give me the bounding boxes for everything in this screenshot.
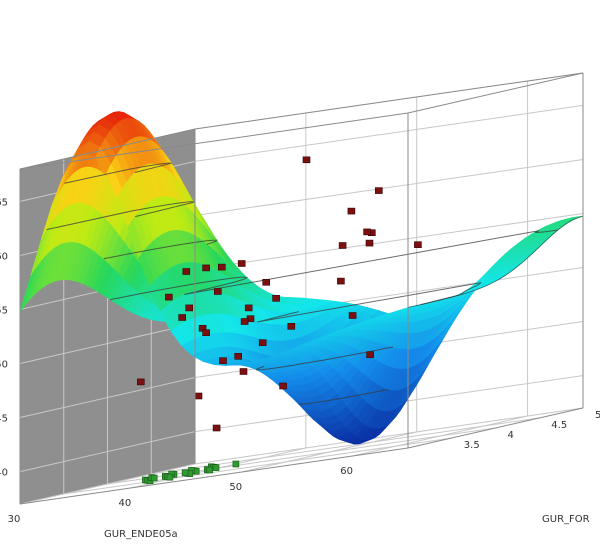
projected-point [232, 460, 240, 468]
y-tick-label: 5 [595, 410, 600, 421]
box-edge [407, 407, 584, 449]
wall-grid-z [19, 431, 196, 473]
observed-point [219, 357, 227, 365]
chart-frame [19, 72, 584, 505]
observed-point [239, 368, 248, 375]
box-edge [19, 112, 409, 170]
observed-point [348, 312, 357, 319]
observed-point [202, 329, 210, 337]
observed-point [262, 278, 271, 286]
wall-grid-z [19, 377, 196, 419]
observed-point [214, 288, 222, 295]
observed-point [363, 228, 371, 236]
x-tick-label: 60 [340, 466, 353, 477]
contour-line [64, 162, 172, 184]
observed-point [279, 382, 287, 390]
observed-point [374, 187, 383, 194]
observed-point [202, 264, 210, 272]
wall-grid-z [194, 158, 584, 216]
observed-point [414, 241, 422, 248]
box-edge [407, 72, 584, 114]
projected-point [150, 474, 158, 482]
observed-point [338, 242, 347, 249]
y-tick-label: 4 [508, 430, 514, 441]
contour-line [257, 282, 482, 323]
wall-grid-z [19, 323, 196, 365]
observed-point [337, 277, 345, 285]
wall-grid-z [194, 104, 584, 162]
observed-point [237, 260, 246, 267]
contour-line [298, 388, 389, 405]
box-edge [19, 447, 409, 505]
observed-point [185, 304, 193, 312]
z-tick-label: 45 [0, 414, 8, 425]
observed-point [365, 239, 374, 247]
observed-point [347, 207, 356, 215]
z-tick-label: 65 [0, 197, 8, 208]
observed-point [258, 339, 267, 347]
wall-grid-z [194, 212, 584, 270]
floor-grid-y [63, 437, 452, 495]
observed-point [366, 351, 374, 359]
z-tick-label: 40 [0, 468, 8, 479]
observed-point [212, 424, 221, 432]
observed-point [302, 156, 311, 164]
z-tick-label: 60 [0, 252, 8, 263]
z-tick-label: 50 [0, 360, 8, 371]
x-tick-label: 50 [229, 482, 242, 493]
x-axis-title: GUR_ENDE05a [104, 529, 178, 540]
observed-point [194, 392, 203, 400]
observed-point [218, 263, 226, 271]
observed-point [244, 304, 253, 312]
observed-point [272, 294, 280, 302]
contour-line [46, 201, 195, 231]
y-tick-label: 4.5 [551, 420, 567, 431]
observed-point [165, 293, 173, 301]
x-tick-label: 40 [119, 498, 132, 509]
contour-line [103, 239, 218, 260]
tick-labels: 60 50 40 30 3.5 4 4.5 5 40 45 50 55 60 65 [0, 197, 600, 525]
x-tick-label: 30 [8, 514, 21, 525]
z-tick-label: 55 [0, 306, 8, 317]
observed-point [240, 318, 249, 325]
surface-contours [46, 162, 558, 405]
observed-point [234, 352, 242, 360]
contour-line [256, 346, 394, 371]
floor-grid-y [194, 407, 584, 465]
observed-points [137, 156, 422, 432]
observed-point [178, 314, 186, 321]
y-tick-label: 3.5 [464, 440, 480, 451]
box-edge [194, 72, 584, 130]
projected-points [142, 460, 240, 485]
box-edge [19, 128, 196, 170]
projected-point [212, 464, 220, 471]
y-axis-title: GUR_FOR [542, 514, 590, 525]
contour-line [110, 229, 558, 301]
observed-point [182, 268, 191, 275]
projected-point [166, 473, 174, 481]
observed-point [137, 378, 145, 386]
projected-point [181, 469, 189, 477]
projected-point [206, 466, 213, 474]
observed-point [287, 322, 296, 330]
